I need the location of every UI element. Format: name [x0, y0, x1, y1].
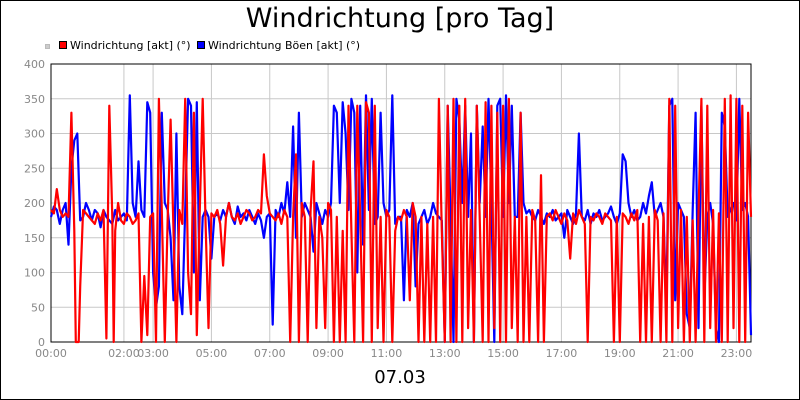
- x-tick-label: 03:00: [137, 347, 169, 360]
- legend-label-gust-direction: Windrichtung Böen [akt] (°): [208, 39, 361, 52]
- x-tick-label: 21:00: [662, 347, 694, 360]
- x-tick-label: 17:00: [546, 347, 578, 360]
- y-tick-label: 200: [24, 197, 45, 210]
- legend-marker-wind-direction: [59, 41, 67, 49]
- x-tick-label: 11:00: [371, 347, 403, 360]
- y-tick-label: 400: [24, 58, 45, 71]
- date-label: 07.03: [374, 367, 426, 388]
- y-tick-label: 300: [24, 128, 45, 141]
- chart-title: Windrichtung [pro Tag]: [245, 3, 555, 34]
- x-tick-label: 00:00: [35, 347, 67, 360]
- x-tick-label: 02:00: [108, 347, 140, 360]
- y-tick-label: 150: [24, 232, 45, 245]
- y-tick-label: 350: [24, 93, 45, 106]
- y-tick-label: 250: [24, 162, 45, 175]
- x-tick-label: 07:00: [254, 347, 286, 360]
- y-tick-label: 0: [38, 336, 45, 349]
- x-tick-label: 09:00: [312, 347, 344, 360]
- x-tick-label: 13:00: [429, 347, 461, 360]
- x-tick-label: 19:00: [604, 347, 636, 360]
- legend-extra-marker: [45, 44, 50, 49]
- y-tick-label: 100: [24, 267, 45, 280]
- y-tick-label: 50: [31, 301, 45, 314]
- legend-label-wind-direction: Windrichtung [akt] (°): [70, 39, 191, 52]
- x-tick-label: 23:00: [721, 347, 753, 360]
- x-tick-label: 15:00: [487, 347, 519, 360]
- x-tick-label: 05:00: [196, 347, 228, 360]
- series-line-wind-direction: [50, 94, 753, 344]
- legend-marker-gust-direction: [197, 41, 205, 49]
